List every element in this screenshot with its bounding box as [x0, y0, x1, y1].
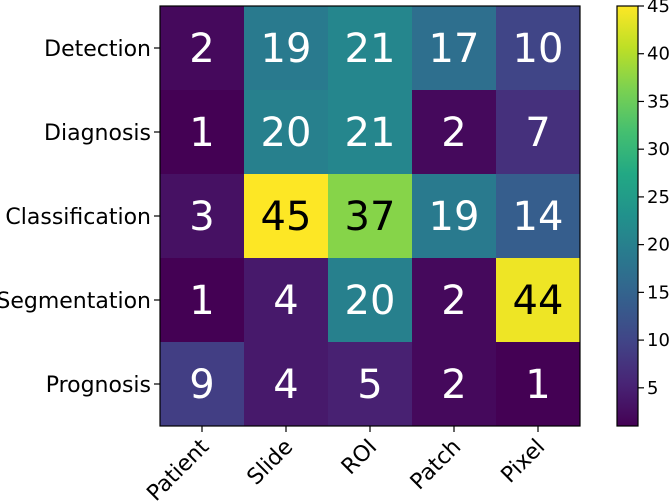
x-tick-label: Patch: [406, 435, 466, 495]
heatmap-cell: [160, 342, 245, 427]
y-tick-label: Prognosis: [46, 373, 151, 398]
heatmap-cell-label: 44: [513, 278, 564, 324]
heatmap-cell-label: 4: [273, 278, 298, 324]
y-tick-label: Detection: [44, 37, 151, 62]
colorbar-tick-label: 5: [647, 378, 658, 399]
heatmap-cell-label: 1: [189, 278, 214, 324]
heatmap-cell-label: 21: [345, 26, 396, 72]
colorbar-tick-label: 20: [647, 235, 669, 256]
x-tick-label: Pixel: [497, 435, 551, 489]
heatmap-cell-label: 9: [189, 362, 214, 408]
heatmap-cell-label: 14: [513, 194, 564, 240]
heatmap-cell-label: 7: [525, 110, 550, 156]
colorbar-tick-label: 15: [647, 282, 669, 303]
colorbar-tick-label: 10: [647, 330, 669, 351]
heatmap-cell-label: 1: [189, 110, 214, 156]
heatmap-cell: [412, 6, 497, 91]
heatmap-cell-label: 2: [189, 26, 214, 72]
colorbar-tick-label: 40: [647, 44, 669, 65]
heatmap-cell: [412, 90, 497, 175]
heatmap-cell: [244, 174, 329, 259]
x-tick-label: Slide: [243, 435, 299, 491]
colorbar: 5 10 15 20 25 30 35 40 45: [616, 0, 669, 427]
heatmap-cell: [160, 6, 245, 91]
heatmap-cell: [328, 258, 413, 343]
heatmap-cell-label: 2: [441, 362, 466, 408]
heatmap-cell: [244, 342, 329, 427]
heatmap-cell: [496, 342, 581, 427]
y-axis: Detection Diagnosis Classification Segmenta…: [0, 37, 160, 398]
heatmap-cell-label: 37: [345, 194, 396, 240]
heatmap-cell-label: 20: [345, 278, 396, 324]
heatmap-cell: [160, 90, 245, 175]
heatmap-cell: [244, 90, 329, 175]
heatmap-cell-label: 2: [441, 110, 466, 156]
heatmap-cell: [496, 6, 581, 91]
heatmap-cell-label: 20: [261, 110, 312, 156]
heatmap-cell: [328, 6, 413, 91]
heatmap-cell: [412, 342, 497, 427]
y-tick-label: Diagnosis: [44, 121, 151, 146]
heatmap-cell: [160, 174, 245, 259]
heatmap-cell-label: 2: [441, 278, 466, 324]
heatmap-cell-label: 19: [429, 194, 480, 240]
heatmap-cell: [244, 258, 329, 343]
heatmap-cell: [328, 90, 413, 175]
x-tick-label: Patient: [142, 434, 214, 504]
heatmap-cell: [328, 342, 413, 427]
heatmap-cell-labels: 2 19 21 17 101 20 21 2 73 45 37 19 141 4 20 2 449 4 5 2 1: [189, 26, 563, 408]
heatmap-cell-label: 5: [357, 362, 382, 408]
heatmap-cells: [160, 6, 581, 427]
colorbar-tick-label: 45: [647, 0, 669, 17]
y-tick-label: Classification: [5, 205, 151, 230]
heatmap-cell-label: 45: [261, 194, 312, 240]
heatmap-cell: [412, 174, 497, 259]
heatmap-cell: [328, 174, 413, 259]
heatmap-cell: [244, 6, 329, 91]
heatmap-cell-label: 17: [429, 26, 480, 72]
heatmap-cell: [496, 90, 581, 175]
heatmap-cell-label: 1: [525, 362, 550, 408]
heatmap-cell: [496, 174, 581, 259]
heatmap-cell-label: 3: [189, 194, 214, 240]
colorbar-tick-label: 35: [647, 91, 669, 112]
heatmap-cell-label: 4: [273, 362, 298, 408]
colorbar-tick-label: 30: [647, 139, 669, 160]
x-axis: Patient Slide ROI Patch Pixel: [142, 426, 550, 504]
heatmap-cell-label: 10: [513, 26, 564, 72]
heatmap-cell-label: 19: [261, 26, 312, 72]
x-tick-label: ROI: [337, 435, 382, 480]
heatmap-cell-label: 21: [345, 110, 396, 156]
heatmap-cell: [412, 258, 497, 343]
colorbar-gradient: [616, 5, 639, 427]
colorbar-tick-label: 25: [647, 187, 669, 208]
y-tick-label: Segmentation: [0, 289, 151, 314]
heatmap-cell: [160, 258, 245, 343]
heatmap-cell: [496, 258, 581, 343]
